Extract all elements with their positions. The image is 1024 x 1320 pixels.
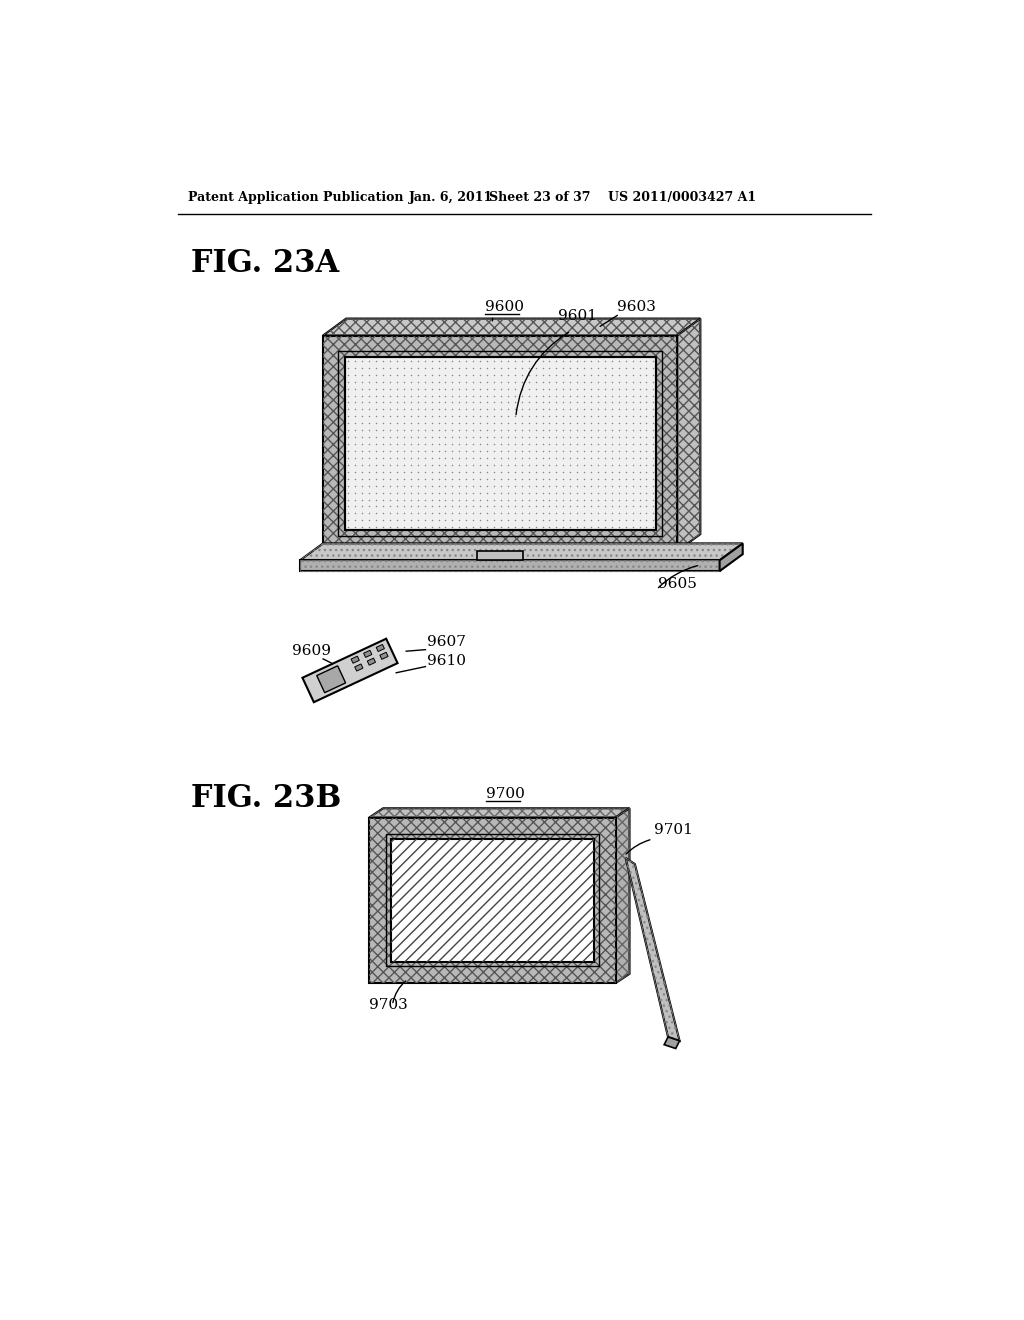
Text: FIG. 23A: FIG. 23A [190,248,339,280]
Polygon shape [351,656,359,663]
Text: 9603: 9603 [617,300,656,314]
Polygon shape [300,560,720,572]
Polygon shape [376,644,384,652]
Text: 9601: 9601 [558,309,597,323]
Bar [370,817,615,983]
Polygon shape [364,651,372,657]
Bar [339,351,662,536]
Text: 9610: 9610 [427,653,466,668]
Polygon shape [615,808,630,983]
Text: FIG. 23B: FIG. 23B [190,783,341,813]
Text: 9607: 9607 [427,635,466,649]
Bar [477,552,523,560]
Polygon shape [720,544,742,572]
Text: 9701: 9701 [654,824,693,837]
Text: 9700: 9700 [486,787,525,800]
Bar [345,358,655,529]
Text: Sheet 23 of 37: Sheet 23 of 37 [489,191,591,203]
Bar [370,817,615,983]
Polygon shape [302,639,397,702]
Text: 9600: 9600 [484,300,523,314]
Polygon shape [380,652,388,660]
Polygon shape [300,544,742,560]
Text: 9605: 9605 [658,577,697,591]
Polygon shape [626,858,680,1040]
Polygon shape [665,1038,680,1048]
Polygon shape [316,665,346,693]
Bar [391,840,594,961]
Text: US 2011/0003427 A1: US 2011/0003427 A1 [608,191,756,203]
Text: 9703: 9703 [370,998,408,1012]
Bar [323,335,677,552]
Bar [323,335,677,552]
Bar [345,358,655,529]
Polygon shape [368,659,376,665]
Polygon shape [677,318,700,552]
Text: Patent Application Publication: Patent Application Publication [188,191,403,203]
Text: 9609: 9609 [292,644,331,659]
Polygon shape [323,318,700,335]
Bar [386,834,599,966]
Polygon shape [354,664,362,671]
Bar [391,840,594,961]
Text: Jan. 6, 2011: Jan. 6, 2011 [410,191,494,203]
Polygon shape [370,808,630,817]
